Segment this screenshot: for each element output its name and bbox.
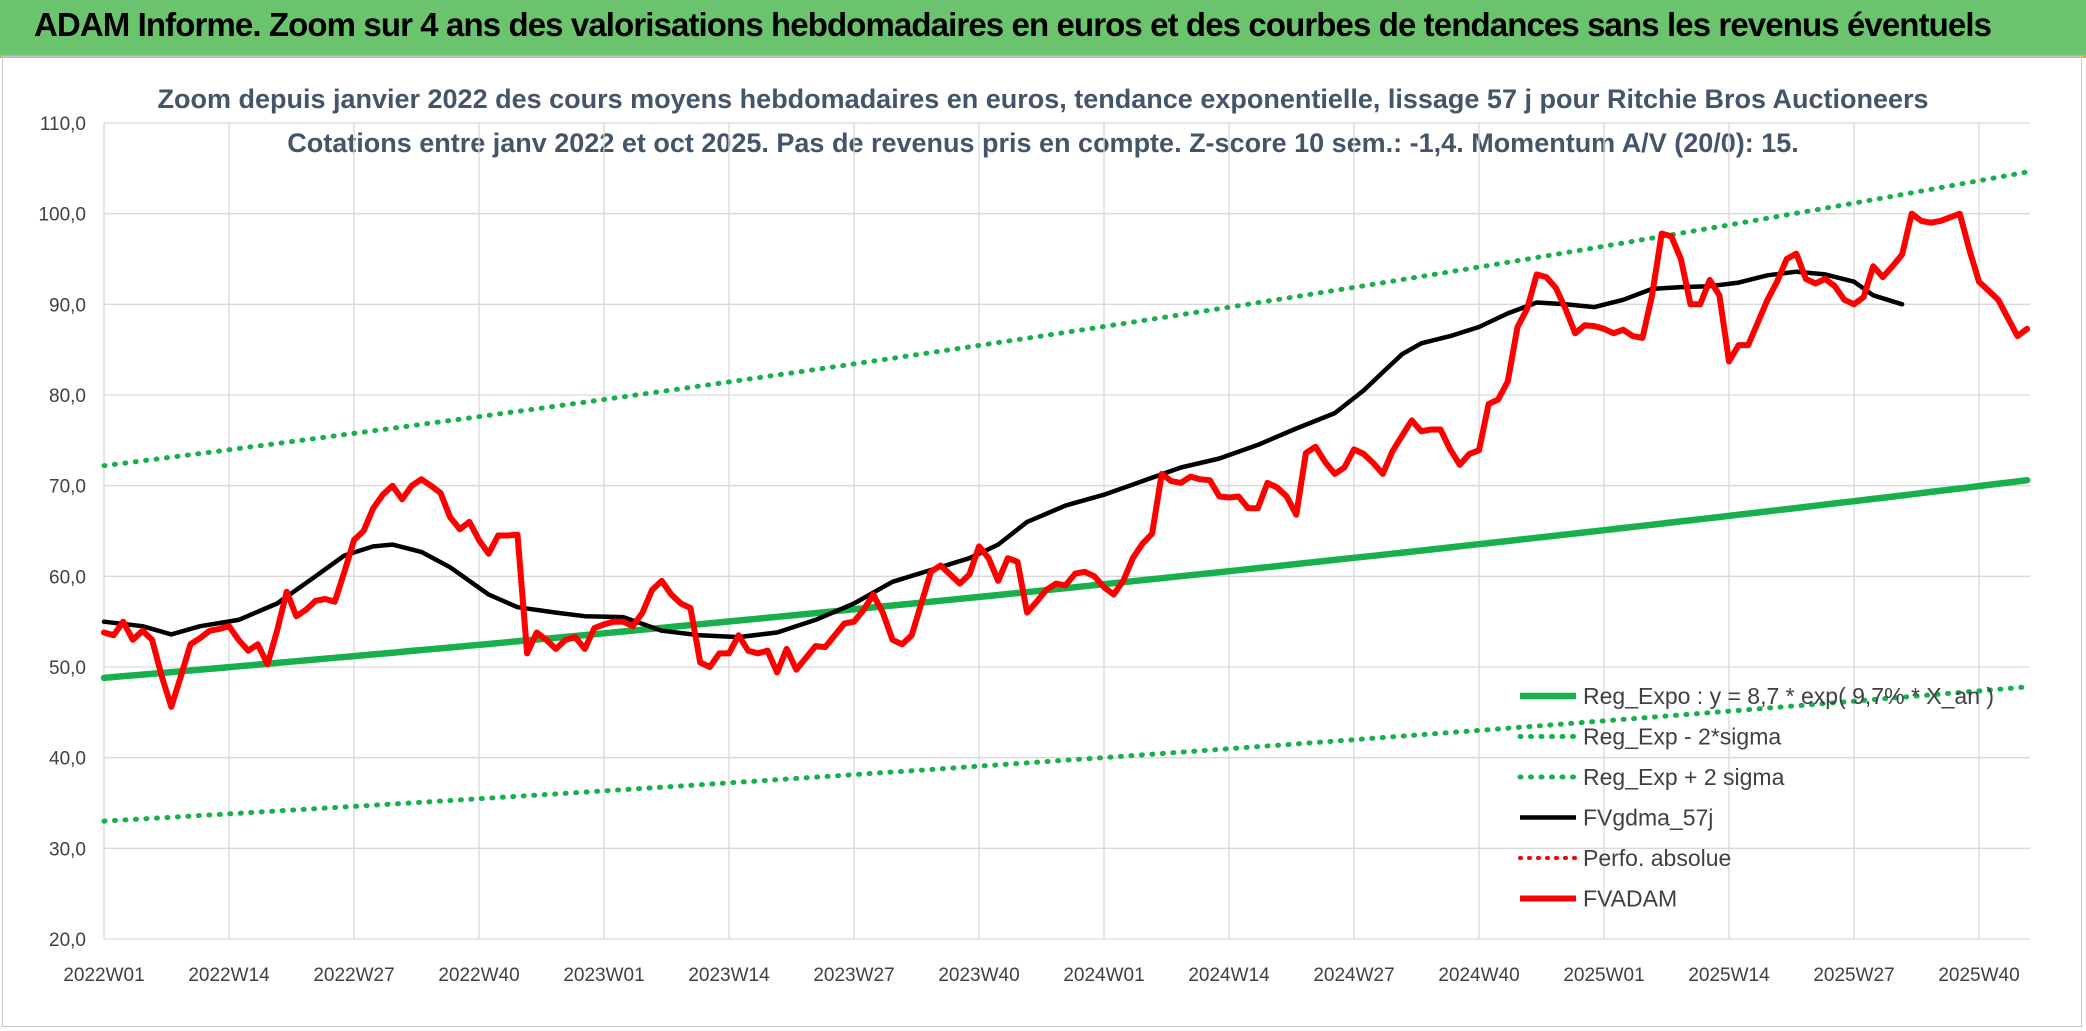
legend-label: FVADAM <box>1583 886 1677 912</box>
x-tick-label: 2022W14 <box>188 965 270 986</box>
chart-frame <box>2 56 2082 1027</box>
x-tick-label: 2022W40 <box>438 965 519 986</box>
legend-label: Perfo. absolue <box>1583 845 1731 871</box>
report-banner: ADAM Informe. Zoom sur 4 ans des valoris… <box>0 0 2086 58</box>
x-tick-label: 2022W01 <box>63 965 144 986</box>
series-fvgdma-57j <box>101 269 1905 640</box>
x-tick-label: 2023W14 <box>688 965 770 986</box>
series-reg-expo-y-8-7-exp-9-7-x-an <box>100 476 2031 682</box>
y-tick-label: 70,0 <box>49 477 86 498</box>
x-tick-label: 2024W14 <box>1188 965 1270 986</box>
y-axis-labels: 20,0 30,0 40,0 50,0 60,0 70,0 80,0 90,0 100,0 110… <box>38 114 86 951</box>
x-tick-label: 2022W27 <box>313 965 394 986</box>
legend-label: Reg_Expo : y = 8,7 * exp( 9,7% * X_an ) <box>1583 683 1994 709</box>
x-tick-label: 2025W01 <box>1563 965 1644 986</box>
report-title: ADAM Informe. Zoom sur 4 ans des valoris… <box>34 6 1992 43</box>
chart-title: Zoom depuis janvier 2022 des cours moyen… <box>157 84 1928 114</box>
series-reg-exp-2-sigma <box>101 169 2030 469</box>
y-tick-label: 90,0 <box>49 295 86 316</box>
y-tick-label: 50,0 <box>49 658 86 679</box>
y-tick-label: 80,0 <box>49 386 86 407</box>
series-fvadam <box>101 210 2031 710</box>
series-reg-exp-2-sigma <box>101 684 2030 824</box>
y-tick-label: 60,0 <box>49 567 86 588</box>
gridlines <box>103 122 2030 940</box>
x-tick-label: 2024W27 <box>1313 965 1394 986</box>
x-tick-label: 2023W01 <box>563 965 644 986</box>
x-tick-label: 2024W01 <box>1063 965 1144 986</box>
legend-label: FVgdma_57j <box>1583 805 1713 831</box>
x-tick-label: 2023W40 <box>938 965 1019 986</box>
legend: Reg_Expo : y = 8,7 * exp( 9,7% * X_an ) R… <box>1517 683 1994 912</box>
x-tick-label: 2025W14 <box>1688 965 1770 986</box>
x-tick-label: 2023W27 <box>813 965 894 986</box>
legend-label: Reg_Exp + 2 sigma <box>1583 764 1785 790</box>
series-layer <box>100 169 2031 824</box>
x-tick-label: 2024W40 <box>1438 965 1519 986</box>
x-tick-label: 2025W40 <box>1938 965 2019 986</box>
y-tick-label: 20,0 <box>49 930 86 951</box>
chart-subtitle: Cotations entre janv 2022 et oct 2025. P… <box>287 128 1799 158</box>
x-tick-label: 2025W27 <box>1813 965 1894 986</box>
y-tick-label: 40,0 <box>49 749 86 770</box>
y-tick-label: 100,0 <box>38 205 86 226</box>
x-axis-labels: 2022W01 2022W14 2022W27 2022W40 2023W01 2023W… <box>63 965 2019 986</box>
y-tick-label: 110,0 <box>40 114 86 135</box>
legend-label: Reg_Exp - 2*sigma <box>1583 724 1781 750</box>
y-tick-label: 30,0 <box>49 839 86 860</box>
